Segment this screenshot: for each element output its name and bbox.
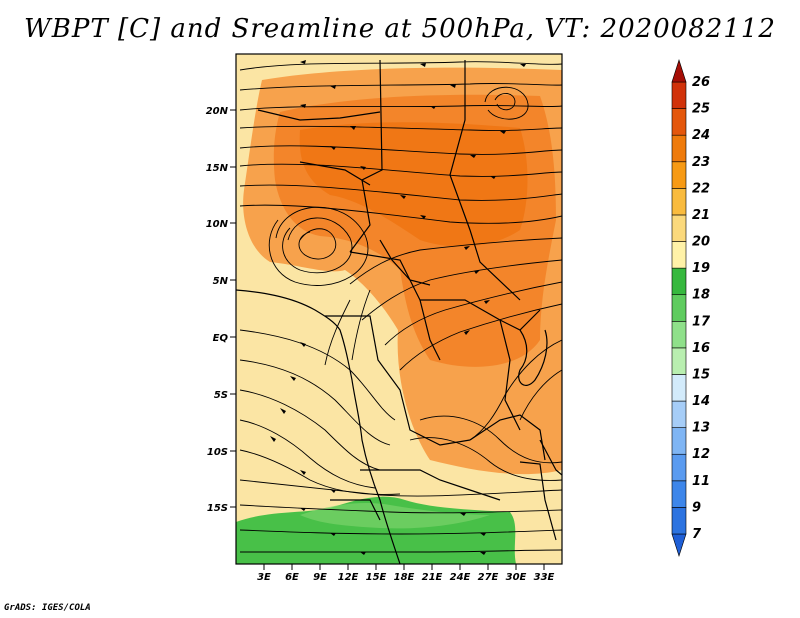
colorbar-swatch [671, 400, 687, 428]
lon-tick-label: 15E [366, 572, 387, 583]
colorbar-swatch [671, 347, 687, 375]
wbpt-field-core [299, 122, 528, 247]
colorbar-label: 11 [692, 474, 710, 489]
colorbar-label: 23 [692, 155, 710, 170]
wbpt-field-green-light [300, 503, 490, 529]
lat-tick-label: 10S [207, 447, 228, 458]
colorbar-label: 17 [692, 314, 711, 329]
swirl-west [268, 206, 369, 286]
country-borders [236, 59, 562, 564]
lat-tick-label: 10N [206, 219, 229, 230]
colorbar-swatch [671, 134, 687, 163]
lon-tick-label: 6E [285, 572, 299, 583]
colorbar-label: 13 [692, 421, 710, 436]
colorbar-swatch [671, 374, 687, 402]
colorbar-swatch [671, 507, 687, 535]
colorbar-label: 26 [692, 75, 710, 90]
lat-axis: 20N 15N 10N 5N EQ 5S 10S 15S [206, 106, 236, 514]
colorbar-swatch [671, 453, 687, 482]
lat-tick-label: 5N [213, 276, 229, 287]
lat-tick-label: 5S [214, 390, 228, 401]
lon-tick-label: 30E [506, 572, 527, 583]
colorbar-swatch [671, 320, 687, 349]
colorbar-swatch [671, 214, 687, 242]
colorbar-label: 25 [692, 102, 710, 117]
colorbar-swatch [671, 533, 687, 557]
colorbar: 7 9 11 12 13 14 15 16 17 18 19 20 21 22 23 24 25 26 [671, 59, 711, 557]
colorbar-label: 12 [692, 447, 710, 462]
lon-tick-label: 18E [394, 572, 415, 583]
colorbar-label: 16 [692, 341, 710, 356]
swirl-northeast [484, 86, 529, 120]
colorbar-swatch [671, 59, 687, 83]
streamline-arrows [270, 60, 526, 555]
colorbar-label: 9 [692, 500, 701, 515]
colorbar-label: 15 [692, 367, 710, 382]
colorbar-swatch [671, 241, 687, 269]
colorbar-label: 18 [692, 288, 710, 303]
map-plot-area [236, 54, 562, 564]
lon-tick-label: 21E [422, 572, 443, 583]
colorbar-label: 14 [692, 394, 710, 409]
lon-tick-label: 27E [478, 572, 499, 583]
lat-tick-label: EQ [213, 333, 229, 344]
colorbar-label: 7 [692, 527, 702, 542]
map-title: WBPT [C] and Sreamline at 500hPa, VT: 20… [24, 14, 776, 44]
grads-credit: GrADS: IGES/COLA [4, 603, 91, 613]
lat-tick-label: 20N [206, 106, 229, 117]
colorbar-swatch [671, 188, 687, 216]
lat-tick-label: 15N [206, 163, 229, 174]
map-frame [235, 53, 563, 565]
lon-axis: 3E 6E 9E 12E 15E 18E 21E 24E 27E 30E 33E [257, 564, 555, 583]
colorbar-label: 19 [692, 261, 710, 276]
lon-tick-label: 3E [257, 572, 271, 583]
colorbar-swatch [671, 480, 687, 508]
colorbar-swatch [671, 427, 687, 455]
colorbar-swatch [671, 161, 687, 189]
colorbar-label: 22 [692, 181, 710, 196]
lon-tick-label: 33E [534, 572, 555, 583]
colorbar-label: 20 [692, 235, 710, 250]
colorbar-swatch [671, 81, 687, 109]
lon-tick-label: 24E [450, 572, 471, 583]
colorbar-swatch [671, 108, 687, 136]
colorbar-label: 24 [692, 128, 710, 143]
colorbar-swatch [671, 294, 687, 322]
lon-tick-label: 12E [338, 572, 359, 583]
colorbar-swatch [671, 267, 687, 296]
lat-tick-label: 15S [207, 503, 228, 514]
lon-tick-label: 9E [313, 572, 327, 583]
colorbar-label: 21 [692, 208, 710, 223]
